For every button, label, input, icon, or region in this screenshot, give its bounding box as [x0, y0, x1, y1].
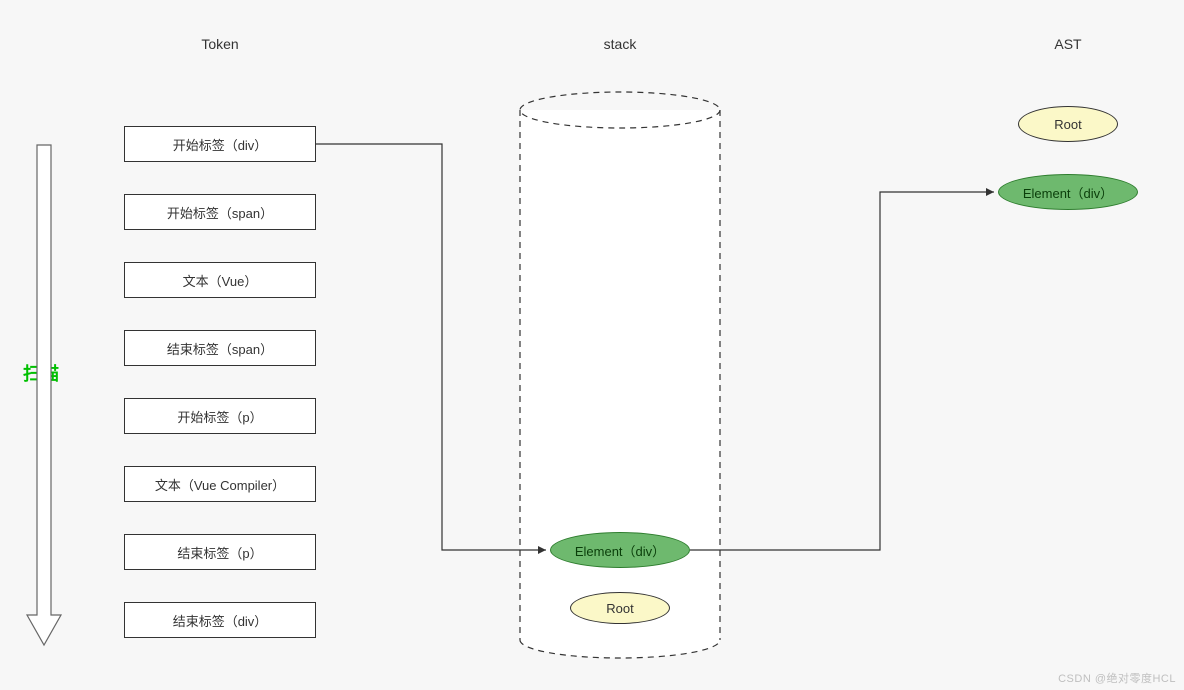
watermark: CSDN @绝对零度HCL [1058, 670, 1176, 686]
token-box: 文本（Vue Compiler） [124, 466, 316, 502]
token-box: 结束标签（p） [124, 534, 316, 570]
token-box: 开始标签（div） [124, 126, 316, 162]
ast-ellipse: Root [1018, 106, 1118, 142]
token-box: 开始标签（p） [124, 398, 316, 434]
token-box: 结束标签（span） [124, 330, 316, 366]
stack-ellipse: Element（div） [550, 532, 690, 568]
token-box: 文本（Vue） [124, 262, 316, 298]
ast-ellipse: Element（div） [998, 174, 1138, 210]
stack-ellipse: Root [570, 592, 670, 624]
token-box: 开始标签（span） [124, 194, 316, 230]
token-box: 结束标签（div） [124, 602, 316, 638]
